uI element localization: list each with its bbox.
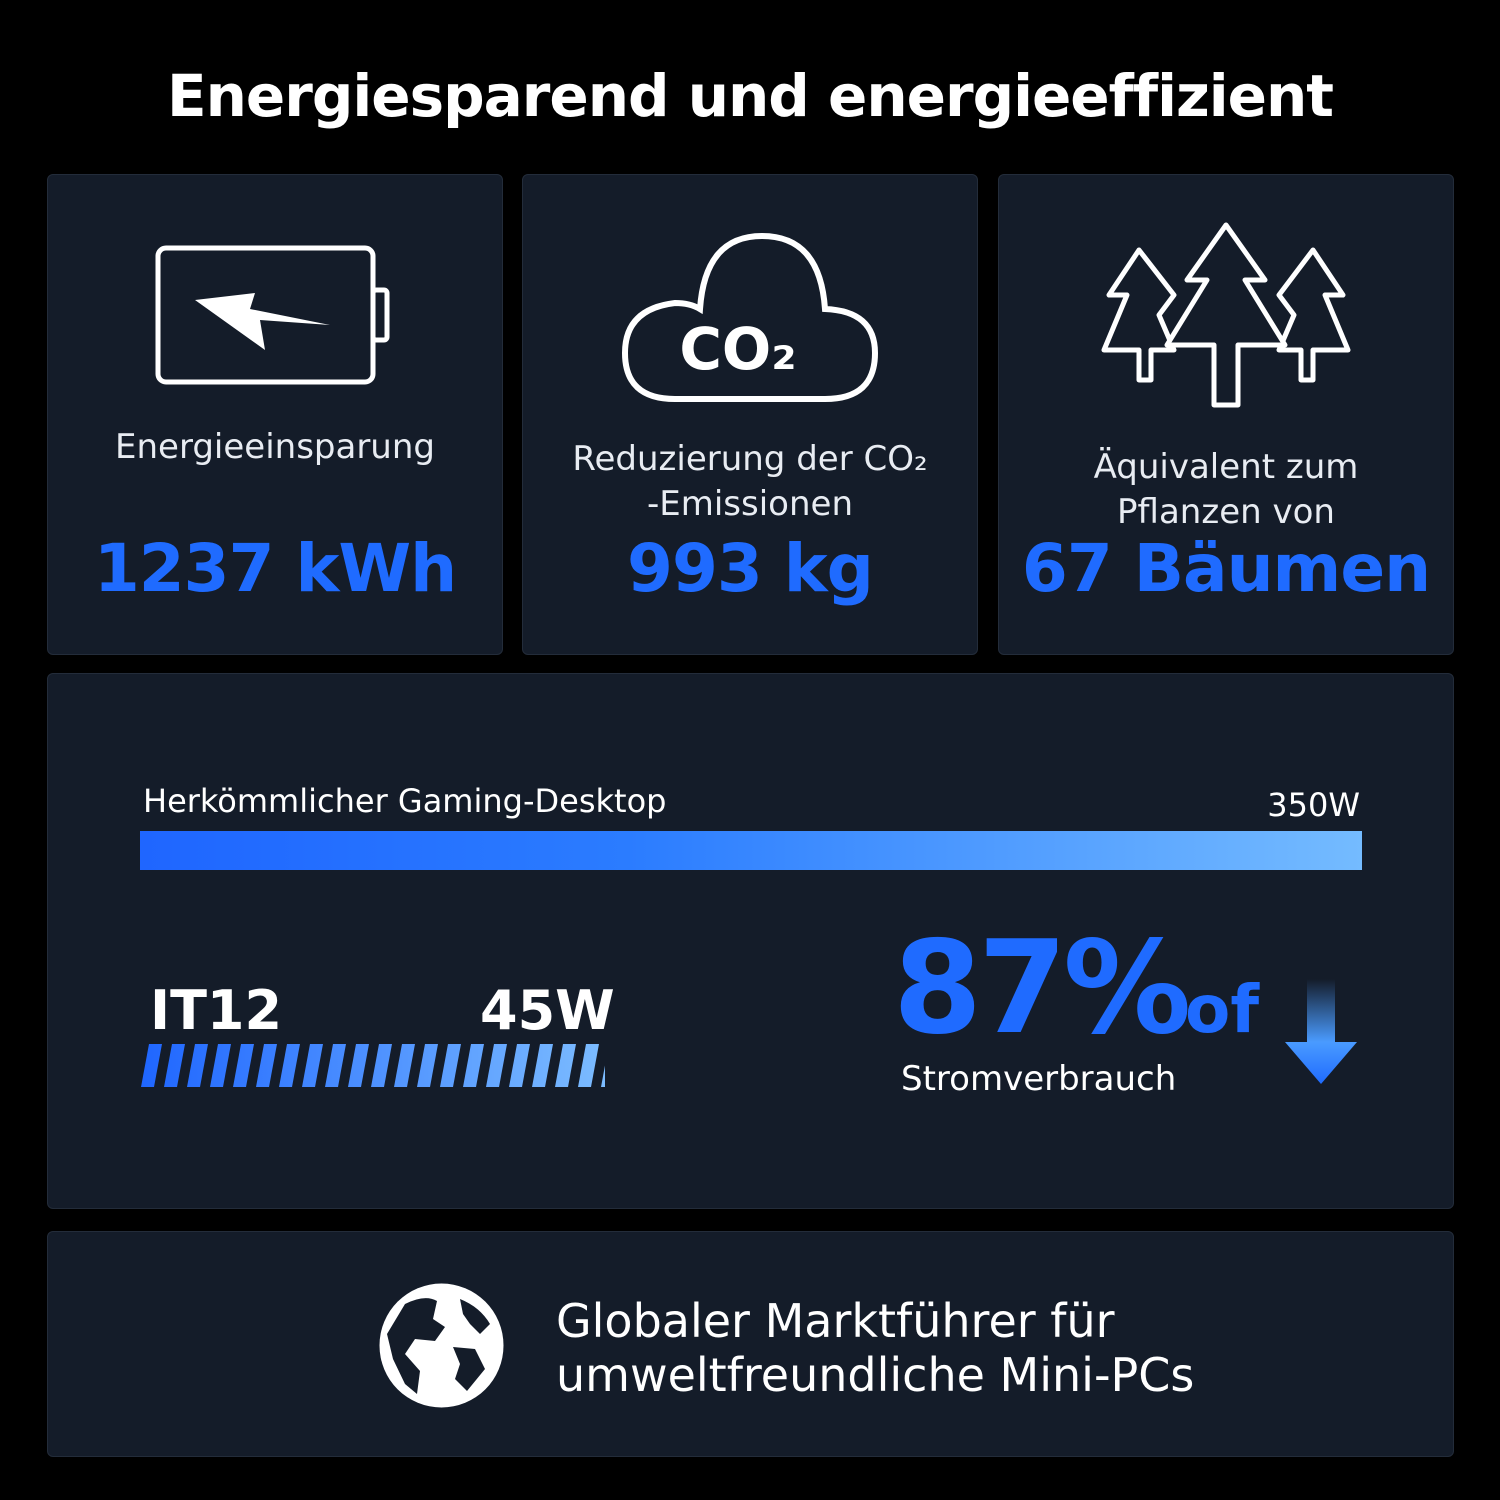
power-comparison-panel: Herkömmlicher Gaming-Desktop 350W IT12 4… — [47, 673, 1454, 1209]
arrow-down-icon — [1285, 979, 1357, 1084]
desktop-power-bar — [140, 831, 1362, 870]
market-leader-line1: Globaler Marktführer für — [556, 1294, 1115, 1348]
trees-label-line1: Äquivalent zum — [1093, 447, 1359, 487]
reduction-suffix: of — [1185, 971, 1260, 1048]
co2-card: CO₂ Reduzierung der CO₂ -Emissionen 993 … — [522, 174, 978, 655]
market-leader-text: Globaler Marktführer für umweltfreundlic… — [556, 1294, 1194, 1402]
trees-value: 67 Bäumen — [1021, 530, 1431, 607]
page-title: Energiesparend und energieeffizient — [167, 62, 1334, 130]
device-label: IT12 — [150, 979, 283, 1042]
co2-cloud-icon: CO₂ — [523, 231, 977, 403]
svg-text:CO₂: CO₂ — [679, 315, 796, 383]
market-leader-line2: umweltfreundliche Mini-PCs — [556, 1348, 1195, 1402]
device-value: 45W — [480, 979, 615, 1042]
device-power-bar — [140, 1044, 605, 1087]
energy-savings-card: Energieeinsparung 1237 kWh — [47, 174, 503, 655]
market-leader-panel: Globaler Marktführer für umweltfreundlic… — [47, 1231, 1454, 1457]
desktop-label: Herkömmlicher Gaming-Desktop — [143, 782, 667, 820]
reduction-label: Stromverbrauch — [901, 1059, 1177, 1099]
globe-icon — [379, 1283, 504, 1408]
co2-value: 993 kg — [627, 530, 874, 607]
trees-label-line2: Pflanzen von — [1117, 492, 1335, 532]
co2-label-line2: -Emissionen — [646, 484, 853, 524]
reduction-percent: 87% — [893, 914, 1191, 1063]
energy-savings-value: 1237 kWh — [93, 530, 457, 607]
trees-icon — [999, 220, 1453, 410]
co2-label-line1: Reduzierung der CO₂ — [572, 439, 928, 479]
energy-savings-label: Energieeinsparung — [115, 427, 435, 467]
trees-card: Äquivalent zum Pflanzen von 67 Bäumen — [998, 174, 1454, 655]
desktop-value: 350W — [1267, 786, 1360, 824]
battery-lightning-icon — [48, 245, 502, 387]
